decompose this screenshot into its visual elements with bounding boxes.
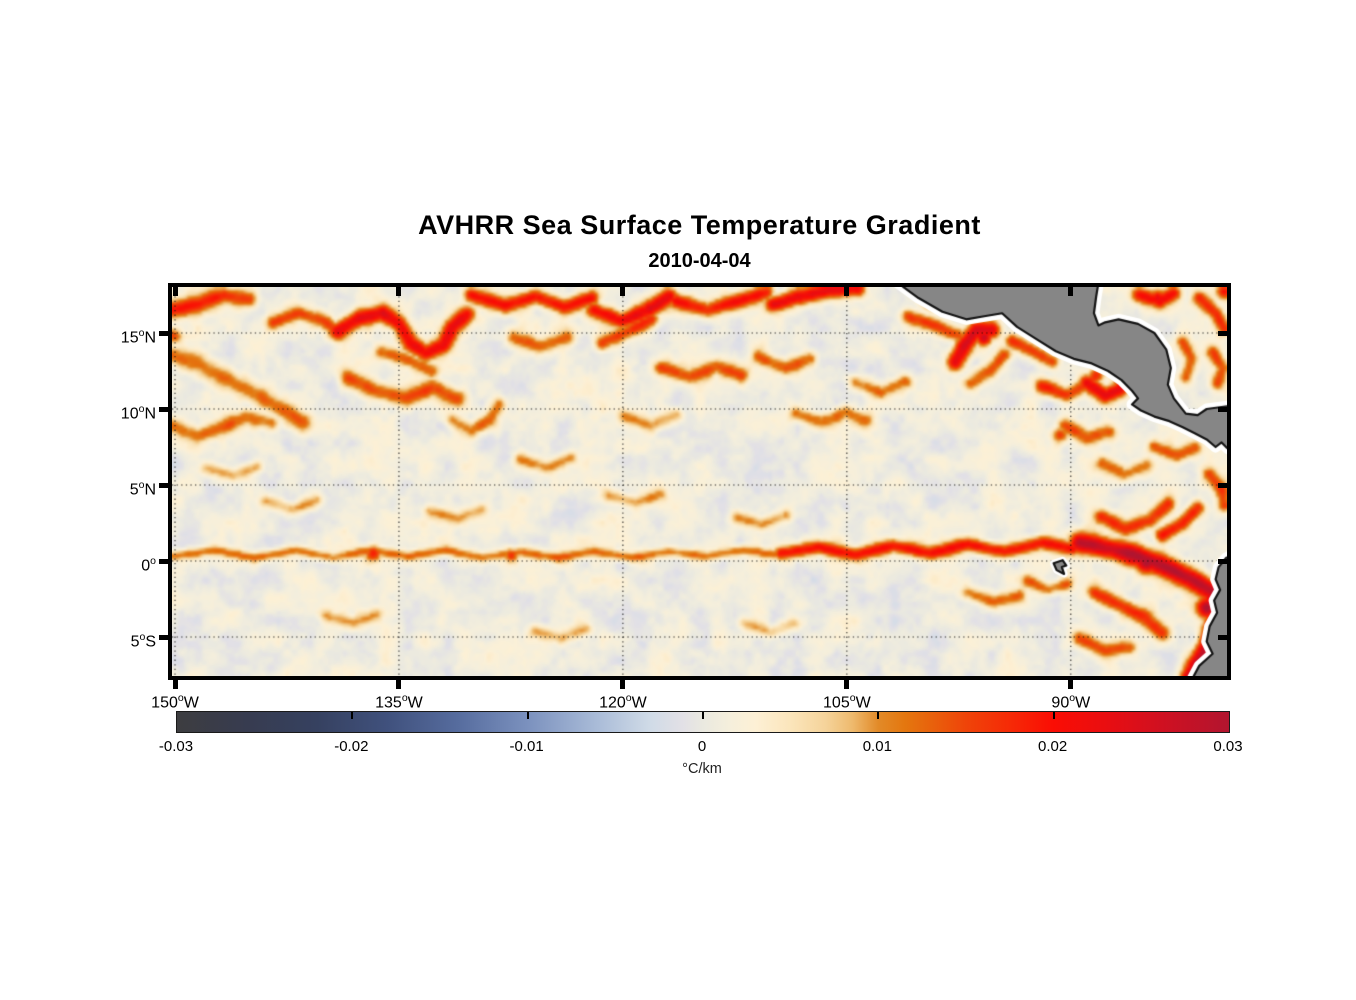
x-axis-tick [396, 680, 402, 689]
x-axis-tick-top [396, 287, 402, 296]
y-tick-label: 10oN [120, 403, 156, 423]
y-tick-label: 0o [141, 555, 156, 575]
x-tick-label: 135oW [375, 692, 423, 712]
x-axis-tick-top [844, 287, 850, 296]
colorbar-gradient [177, 712, 1229, 732]
colorbar-tick-label: 0.01 [862, 738, 892, 755]
x-axis-tick [172, 680, 178, 689]
colorbar-unit-label: °C/km [682, 761, 722, 777]
x-tick-label: 150oW [151, 692, 199, 712]
colorbar-tick [351, 712, 354, 719]
colorbar [176, 711, 1230, 733]
colorbar-tick [877, 712, 880, 719]
x-axis-tick-top [620, 287, 626, 296]
y-axis-tick-right [1218, 482, 1227, 488]
x-axis-tick-top [172, 287, 178, 296]
colorbar-tick-label: -0.01 [509, 738, 544, 755]
colorbar-tick-label: 0 [697, 738, 707, 755]
colorbar-tick-label: -0.03 [158, 738, 194, 755]
colorbar-tick [526, 712, 529, 719]
colorbar-tick [702, 712, 704, 719]
colorbar-tick-label: 0.02 [1038, 738, 1068, 755]
x-axis-tick-top [1068, 287, 1074, 296]
map-plot-area [168, 283, 1231, 680]
colorbar-tick-label: 0.03 [1213, 738, 1243, 755]
chart-title: AVHRR Sea Surface Temperature Gradient [418, 210, 981, 240]
y-axis-tick [159, 482, 168, 488]
y-axis-tick [159, 406, 168, 412]
x-tick-label: 90oW [1051, 692, 1091, 712]
x-tick-label: 105oW [823, 692, 871, 712]
y-axis-tick [159, 330, 168, 336]
y-tick-label: 15oN [120, 327, 156, 347]
y-axis-tick-right [1218, 406, 1227, 412]
y-axis-tick-right [1218, 558, 1227, 564]
x-tick-label: 120oW [599, 692, 647, 712]
chart-subtitle: 2010-04-04 [648, 250, 751, 272]
x-axis-tick [1068, 680, 1074, 689]
x-axis-tick [620, 680, 626, 689]
y-axis-tick [159, 558, 168, 564]
colorbar-tick [1052, 712, 1055, 719]
y-tick-label: 5oS [130, 631, 156, 651]
x-axis-tick [844, 680, 850, 689]
y-axis-tick [159, 634, 168, 640]
y-axis-tick-right [1218, 634, 1227, 640]
sst-gradient-map-canvas [172, 287, 1227, 676]
y-tick-label: 5oN [129, 479, 156, 499]
y-axis-tick-right [1218, 330, 1227, 336]
colorbar-tick-label: -0.02 [334, 738, 369, 755]
